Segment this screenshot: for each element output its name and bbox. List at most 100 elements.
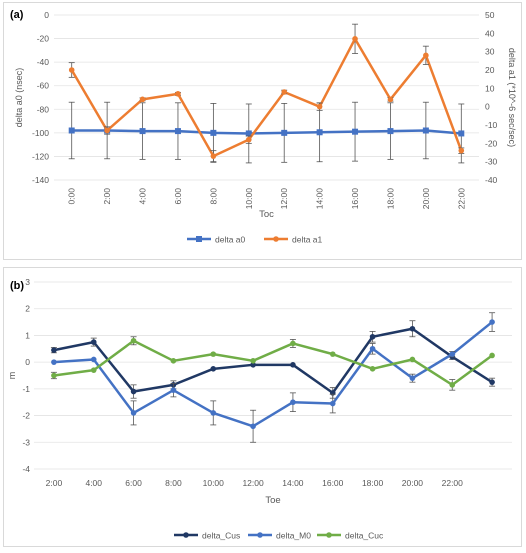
data-point-0-6: [281, 129, 288, 136]
y-right-tick-label: 30: [485, 47, 495, 57]
data-point-0-1: [90, 339, 97, 345]
data-point-1-1: [104, 127, 110, 134]
data-point-1-1: [90, 356, 97, 363]
y-right-tick-label: -20: [485, 138, 498, 148]
data-point-1-2: [139, 96, 146, 103]
y-tick-label: 2: [25, 304, 30, 314]
y-right-tick-label: -30: [485, 157, 498, 167]
data-point-0-0: [68, 127, 75, 134]
data-point-2-2: [130, 337, 137, 344]
panel-label-b: (b): [10, 280, 25, 292]
y-left-tick-label: -140: [32, 175, 49, 185]
data-point-0-4: [210, 129, 217, 136]
data-point-1-0: [51, 359, 57, 365]
x-tick-label: 0:00: [67, 188, 77, 205]
y-right-tick-label: 50: [485, 10, 495, 20]
data-point-0-8: [352, 128, 359, 135]
data-point-1-6: [290, 399, 296, 406]
data-point-1-8: [369, 345, 376, 352]
x-tick-label: 14:00: [315, 188, 325, 210]
legend-marker-cus: [183, 532, 189, 538]
data-point-0-0: [51, 347, 57, 353]
y-tick-label: -3: [22, 437, 30, 447]
data-point-2-4: [210, 351, 217, 357]
x-axis-label: Toe: [265, 495, 280, 506]
data-point-1-6: [281, 89, 288, 95]
data-point-1-10: [449, 351, 456, 357]
y-right-axis-label: delta a1 (*10^-6 sec/sec): [507, 48, 517, 147]
data-point-1-11: [489, 319, 495, 325]
x-tick-label: 12:00: [242, 478, 264, 488]
y-tick-label: -1: [22, 384, 30, 394]
data-point-1-7: [316, 103, 323, 110]
legend-marker-cuc: [326, 532, 332, 538]
y-left-axis-label: delta a0 (nsec): [14, 68, 24, 128]
y-left-tick-label: -40: [37, 57, 50, 67]
series-line-1: [70, 37, 463, 158]
data-point-2-3: [170, 358, 177, 364]
data-point-0-5: [245, 130, 252, 137]
x-tick-label: 4:00: [138, 188, 148, 205]
x-tick-label: 12:00: [279, 188, 289, 210]
data-point-0-2: [139, 128, 146, 135]
legend-label-a0: delta a0: [215, 235, 246, 245]
data-point-1-8: [352, 36, 358, 42]
x-tick-label: 4:00: [85, 478, 102, 488]
x-tick-label: 22:00: [456, 188, 466, 210]
data-point-0-7: [316, 129, 323, 136]
data-point-0-9: [387, 128, 394, 135]
data-point-1-7: [329, 400, 336, 407]
data-point-2-11: [489, 352, 495, 359]
data-point-0-11: [489, 379, 495, 385]
data-point-0-3: [174, 128, 181, 135]
data-point-1-10: [423, 52, 429, 59]
x-tick-label: 20:00: [402, 478, 424, 488]
y-right-tick-label: 0: [485, 102, 490, 112]
y-axis-label: m: [7, 372, 17, 380]
series-line-0: [53, 327, 493, 395]
data-point-1-2: [130, 410, 137, 416]
data-point-1-3: [175, 91, 181, 97]
y-right-tick-label: 40: [485, 28, 495, 38]
legend-marker-a1: [273, 236, 279, 242]
chart-a-svg: 0 -20 -40 -60 -80 -100 -120 -140 50 40 30 20 10 0 -10 -…: [14, 10, 517, 245]
y-right-tick-label: 10: [485, 83, 495, 93]
x-tick-label: 2:00: [102, 188, 112, 205]
chart-panel-b: (b) 3 2 1 0 -1 -2 -3 -4 2:00 4:00 6:00 8:00 10:00 12:…: [3, 267, 522, 547]
x-tick-label: 6:00: [173, 188, 183, 205]
legend-marker-a0: [196, 236, 202, 242]
series-line-1: [53, 321, 493, 428]
data-point-1-9: [409, 375, 416, 381]
x-tick-label: 8:00: [208, 188, 218, 205]
legend-label-cus: delta_Cus: [202, 531, 240, 541]
data-point-2-7: [329, 351, 336, 357]
chart-panel-a: (a) 0 -20 -40 -60 -80 -100 -120 -140 50 40 30 20 10 0…: [3, 2, 522, 260]
data-point-0-11: [458, 130, 465, 137]
y-left-tick-label: -80: [37, 104, 50, 114]
y-tick-label: -4: [22, 464, 30, 474]
y-tick-label: 0: [25, 357, 30, 367]
x-axis-label: Toc: [259, 209, 274, 220]
x-tick-label: 10:00: [203, 478, 225, 488]
data-point-1-4: [210, 153, 217, 159]
series-line-2: [53, 339, 493, 387]
x-tick-label: 2:00: [46, 478, 63, 488]
legend-label-m0: delta_M0: [276, 531, 311, 541]
data-point-2-1: [90, 367, 97, 373]
y-tick-label: 3: [25, 277, 30, 287]
series-line-0: [71, 129, 462, 135]
data-point-1-9: [387, 96, 394, 103]
x-tick-label: 16:00: [322, 478, 344, 488]
data-point-2-0: [51, 372, 57, 379]
x-tick-label: 22:00: [442, 478, 464, 488]
y-left-tick-label: -20: [37, 34, 50, 44]
data-point-0-2: [130, 388, 137, 395]
y-right-tick-label: -10: [485, 120, 498, 130]
y-right-tick-label: 20: [485, 65, 495, 75]
x-tick-label: 18:00: [385, 188, 395, 210]
data-point-1-0: [68, 67, 75, 73]
data-point-2-6: [290, 340, 296, 347]
data-point-2-8: [369, 366, 376, 372]
data-point-2-9: [409, 356, 416, 363]
data-point-0-9: [409, 325, 416, 332]
